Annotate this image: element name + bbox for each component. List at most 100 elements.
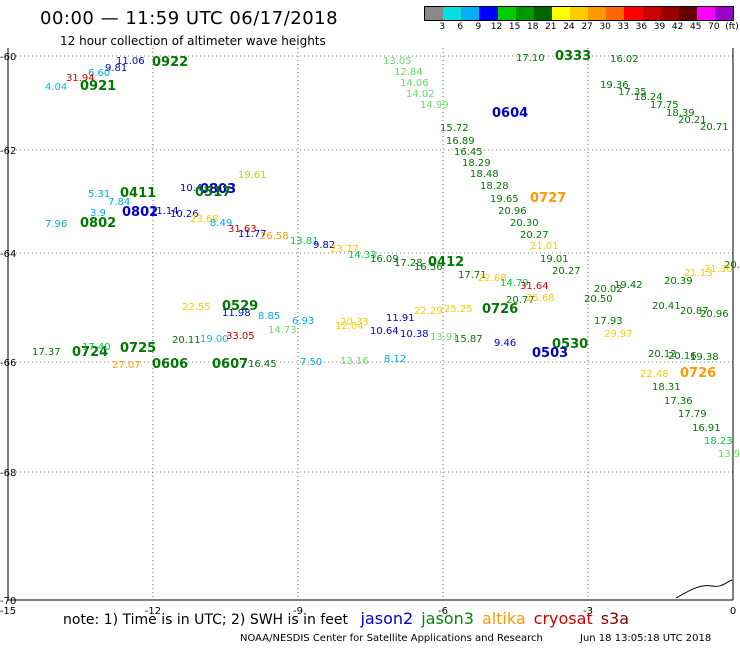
color-scale-ticks: 3 6 9 12 15 18 21 24 27 30 33 36 39 42 45 70 (ft) [424, 22, 739, 34]
latitude-tick-label: -70 [0, 596, 16, 607]
wave-height-label: 9.82 [313, 240, 335, 251]
timestamp-text: Jun 18 13:05:18 UTC 2018 [580, 633, 712, 644]
scale-swatch [551, 7, 570, 20]
wave-height-label: 16.91 [692, 423, 721, 434]
scale-swatch [425, 7, 444, 20]
wave-height-label: 11.91 [386, 313, 415, 324]
wave-height-label: 23.68 [190, 214, 219, 225]
pass-time-label: 0503 [532, 346, 568, 361]
scale-swatch [443, 7, 462, 20]
wave-height-label: 18.29 [462, 158, 491, 169]
scale-tick-label: 42 [671, 22, 684, 32]
pass-time-label: 0802 [80, 216, 116, 231]
scale-swatch [606, 7, 625, 20]
wave-height-label: 19.42 [614, 280, 643, 291]
latitude-tick-label: -64 [0, 249, 16, 260]
scale-swatch [515, 7, 534, 20]
wave-height-label: 26.58 [260, 231, 289, 242]
latitude-tick-label: -66 [0, 358, 16, 369]
color-scale-bar [424, 6, 734, 21]
wave-height-label: 17.93 [594, 316, 623, 327]
wave-height-label: 20.41 [652, 301, 681, 312]
wave-height-label: 13.91 [430, 332, 459, 343]
map-grid [7, 48, 734, 601]
latitude-tick-label: -68 [0, 468, 16, 479]
wave-height-label: 9.46 [494, 338, 516, 349]
wave-height-label: 20.50 [584, 294, 613, 305]
scale-tick-label: 45 [690, 22, 702, 32]
wave-height-label: 21.36 [704, 264, 733, 275]
pass-time-label: 0803 [200, 182, 236, 197]
pass-time-label: 0726 [482, 302, 518, 317]
satellite-jason3-label: jason3 [421, 609, 474, 628]
pass-time-label: 0530 [552, 337, 588, 352]
scale-swatch [715, 7, 734, 20]
wave-height-label: 18.24 [634, 92, 663, 103]
wave-height-label: 11.77 [238, 229, 267, 240]
wave-height-label: 19.38 [690, 352, 719, 363]
scale-tick-label: 18 [526, 22, 539, 32]
latitude-tick-label: -62 [0, 146, 16, 157]
longitude-tick-label: -12 [145, 606, 161, 617]
wave-height-label: 18.23 [704, 436, 733, 447]
wave-height-label: 7.50 [300, 357, 322, 368]
satellite-cryosat-label: cryosat [533, 609, 593, 628]
satellite-s3a-label: s3a [600, 609, 630, 628]
wave-height-label: 22.48 [640, 369, 669, 380]
wave-height-label: 5.31 [88, 189, 110, 200]
satellite-jason2-label: jason2 [360, 609, 414, 628]
wave-height-label: 13.81 [290, 236, 319, 247]
wave-height-label: 3.9 [90, 208, 106, 219]
pass-time-label: 0921 [80, 79, 116, 94]
wave-height-label: 15.72 [440, 123, 469, 134]
wave-height-label: 25.68 [526, 293, 555, 304]
wave-height-label: 8.49 [210, 218, 232, 229]
wave-height-label: 11.14 [150, 206, 179, 217]
wave-height-label: 8.12 [384, 354, 406, 365]
satellite-legend: jason2 jason3 altika cryosat s3a [352, 609, 630, 628]
wave-height-label: 18.31 [652, 382, 681, 393]
wave-height-label: 17.35 [618, 87, 647, 98]
wave-height-label: 20.02 [594, 284, 623, 295]
credit-text: NOAA/NESDIS Center for Satellite Applica… [240, 633, 543, 644]
wave-height-label: 18.28 [480, 181, 509, 192]
wave-height-label: 10.26 [170, 209, 199, 220]
scale-swatch [660, 7, 679, 20]
wave-height-label: 14.06 [400, 78, 429, 89]
scale-tick-label: 39 [653, 22, 666, 32]
pass-time-label: 0802 [122, 205, 158, 220]
wave-height-label: 17.36 [664, 396, 693, 407]
wave-height-label: 33.05 [226, 331, 255, 342]
wave-height-label: 20.39 [664, 276, 693, 287]
wave-height-label: 29.97 [604, 329, 633, 340]
wave-height-label: 15.87 [454, 334, 483, 345]
wave-height-label: 19.01 [540, 254, 569, 265]
scale-tick-label: 12 [490, 22, 503, 32]
wave-height-label: 14.02 [406, 89, 435, 100]
wave-height-label: 12.04 [335, 321, 364, 332]
wave-height-label: 20.11 [172, 335, 201, 346]
scale-swatch [678, 7, 697, 20]
wave-height-label: 20.87 [680, 306, 709, 317]
wave-height-label: 20.12 [648, 349, 677, 360]
wave-height-label: 19.00 [200, 334, 229, 345]
scale-tick-label: 24 [563, 22, 575, 32]
wave-height-label: 16.45 [248, 359, 277, 370]
satellite-altika-label: altika [481, 609, 526, 628]
scale-swatch [479, 7, 498, 20]
wave-height-label: 22.68 [478, 273, 507, 284]
longitude-axis: -15 -12 -9 -6 -3 0 [0, 606, 736, 617]
latitude-axis: -60 -62 -64 -66 -68 -70 [0, 52, 16, 607]
wave-height-label: 17.37 [32, 347, 61, 358]
wave-height-label: 13.16 [340, 356, 369, 367]
note-text: note: 1) Time is in UTC; 2) SWH is in fe… [63, 612, 349, 628]
pass-time-label: 0726 [680, 366, 716, 381]
wave-height-label: 20.96 [498, 206, 527, 217]
wave-height-label: 10.43 [180, 183, 209, 194]
wave-height-label: 23.77 [330, 244, 359, 255]
wave-height-label: 6.60 [88, 68, 110, 79]
wave-height-label: 19.65 [490, 194, 519, 205]
wave-height-label: 31.94 [66, 73, 95, 84]
wave-height-label: 17.10 [516, 53, 545, 64]
